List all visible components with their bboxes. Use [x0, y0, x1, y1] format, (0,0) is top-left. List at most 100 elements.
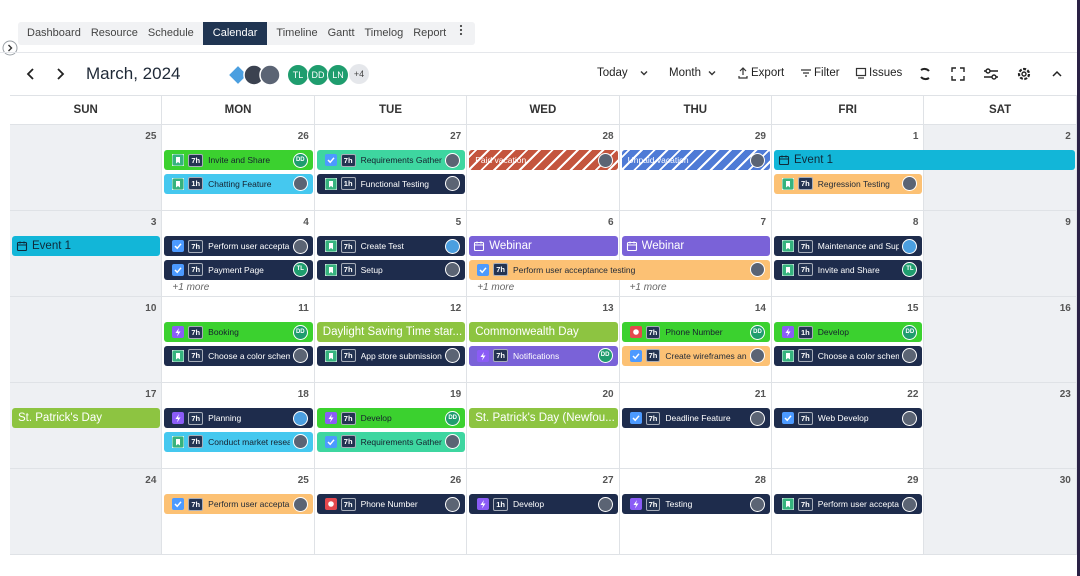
calendar-event[interactable]: 7h Planning: [164, 408, 313, 428]
calendar-event[interactable]: 7h App store submission: [316, 345, 466, 366]
weekday-header: WED: [467, 95, 620, 125]
calendar-event[interactable]: 7h Invite and Share DD: [164, 150, 313, 170]
issues-button[interactable]: Issues: [869, 67, 903, 79]
calendar-event[interactable]: 1h Develop DD: [774, 322, 923, 342]
calendar-event[interactable]: 1h Develop: [469, 494, 618, 514]
calendar-event[interactable]: 7h Choose a color schem: [164, 345, 313, 366]
fullscreen-button[interactable]: [950, 66, 966, 82]
calendar-event[interactable]: 1h Functional Testing: [316, 173, 466, 194]
tab[interactable]: Timeline: [276, 27, 318, 39]
view-button[interactable]: Month: [669, 67, 701, 79]
calendar-event[interactable]: Webinar: [469, 236, 618, 256]
calendar-event[interactable]: 7h Conduct market resea: [164, 431, 313, 452]
hours-tag: 1h: [798, 325, 813, 339]
calendar-event[interactable]: 7h Web Develop: [774, 408, 923, 428]
assignee-photo: [292, 496, 308, 512]
day-cell: [924, 383, 1077, 469]
calendar-event[interactable]: 7h Perform user acceptance testing: [469, 259, 770, 280]
calendar-event[interactable]: Commonwealth Day: [469, 322, 618, 342]
event-title: Booking: [208, 327, 239, 337]
calendar-event[interactable]: St. Patrick's Day: [12, 408, 161, 428]
event-title: Daylight Saving Time star...: [322, 326, 463, 338]
calendar-event[interactable]: 7h Maintenance and Sup: [774, 236, 923, 256]
hours-tag: 7h: [798, 177, 813, 190]
dropdown-icon: [708, 71, 716, 76]
calendar-event[interactable]: 7h Perform user accepta: [774, 494, 923, 514]
day-number: 8: [912, 217, 919, 228]
calendar-event[interactable]: 1h Chatting Feature: [164, 173, 313, 194]
hours-tag: 7h: [798, 263, 813, 276]
calendar-event[interactable]: 7h Phone Number: [316, 494, 466, 514]
event-title: Choose a color schem: [817, 350, 900, 361]
member-avatar[interactable]: LN: [327, 64, 349, 86]
assignee-photo: [445, 434, 461, 449]
tab[interactable]: Dashboard: [27, 27, 81, 39]
calendar-event[interactable]: 7h Setup: [316, 259, 466, 280]
calendar-event[interactable]: 7h Requirements Gatheri: [316, 431, 466, 452]
tab[interactable]: Resource: [90, 27, 138, 39]
hours-tag: 7h: [340, 263, 356, 276]
tab[interactable]: Report: [413, 27, 447, 39]
event-title: Develop: [360, 413, 392, 423]
day-number: 24: [145, 475, 157, 486]
calendar-event[interactable]: 7h Requirements Gatheri: [316, 150, 466, 170]
calendar-event[interactable]: Unpaid vacation: [621, 150, 770, 170]
tab-more[interactable]: [451, 22, 471, 45]
tab[interactable]: Gantt: [327, 27, 355, 39]
calendar-event[interactable]: Webinar: [621, 236, 770, 256]
calendar-event[interactable]: 7h Create wireframes an: [621, 345, 770, 366]
calendar-event[interactable]: 7h Perform user accepta: [164, 236, 313, 256]
event-title: Testing: [665, 499, 693, 509]
calendar-event[interactable]: 7h Develop DD: [316, 408, 466, 428]
assignee-photo: [749, 410, 765, 426]
settings-button[interactable]: [1016, 66, 1032, 82]
more-link[interactable]: +1 more: [172, 282, 210, 293]
calendar-event[interactable]: 7h Choose a color schem: [774, 345, 923, 366]
calendar-event[interactable]: 7h Phone Number DD: [621, 322, 770, 342]
hours-tag: 7h: [340, 411, 356, 425]
next-button[interactable]: [53, 66, 67, 82]
assignee-avatar: DD: [445, 410, 461, 426]
filter-button[interactable]: Filter: [814, 67, 840, 79]
tab[interactable]: Schedule: [147, 27, 194, 39]
collapse-button[interactable]: [1049, 66, 1065, 82]
tab[interactable]: Calendar: [202, 22, 268, 45]
event-title: Invite and Share: [817, 264, 880, 275]
weekday-header: THU: [620, 95, 772, 125]
calendar-event[interactable]: Event 1: [774, 150, 1075, 170]
calendar-event[interactable]: 7h Payment Page TL: [164, 259, 313, 280]
event-title: Webinar: [641, 240, 685, 252]
sidebar-toggle[interactable]: [2, 40, 18, 56]
calendar-event[interactable]: 7h Booking DD: [164, 322, 313, 342]
assignee-photo: [445, 496, 461, 512]
prev-button[interactable]: [24, 66, 38, 82]
more-link[interactable]: +1 more: [477, 282, 515, 293]
calendar-event[interactable]: 7h Perform user accepta: [164, 494, 313, 514]
today-button[interactable]: Today: [597, 67, 628, 79]
more-link[interactable]: +1 more: [629, 282, 667, 293]
calendar-event[interactable]: 7h Testing: [621, 494, 770, 514]
window-edge: [1077, 0, 1080, 576]
event-title: Choose a color schem: [208, 350, 290, 361]
member-avatar[interactable]: TL: [287, 64, 309, 86]
hours-tag: 7h: [493, 349, 508, 362]
dropdown-icon: [640, 71, 648, 76]
calendar-event[interactable]: 7h Deadline Feature: [621, 408, 770, 428]
calendar-event[interactable]: Event 1: [12, 236, 161, 256]
calendar-event[interactable]: 7h Regression Testing: [774, 173, 923, 194]
sync-button[interactable]: [917, 66, 933, 82]
settings-sliders[interactable]: [983, 66, 999, 82]
calendar-event[interactable]: 7h Create Test: [316, 236, 466, 256]
calendar-event[interactable]: Daylight Saving Time star...: [316, 322, 466, 342]
tab[interactable]: Timelog: [364, 27, 404, 39]
calendar-event[interactable]: 7h Invite and Share TL: [774, 259, 923, 280]
hours-tag: 7h: [340, 153, 356, 167]
event-title: St. Patrick's Day: [18, 412, 102, 424]
more-members[interactable]: +4: [349, 64, 369, 84]
export-button[interactable]: Export: [751, 67, 785, 79]
member-icons[interactable]: [226, 63, 290, 87]
calendar-event[interactable]: 7h Notifications DD: [469, 345, 618, 366]
calendar-event[interactable]: Paid vacation: [469, 150, 618, 170]
member-avatar[interactable]: DD: [307, 64, 329, 86]
calendar-event[interactable]: St. Patrick's Day (Newfou...: [469, 408, 618, 428]
